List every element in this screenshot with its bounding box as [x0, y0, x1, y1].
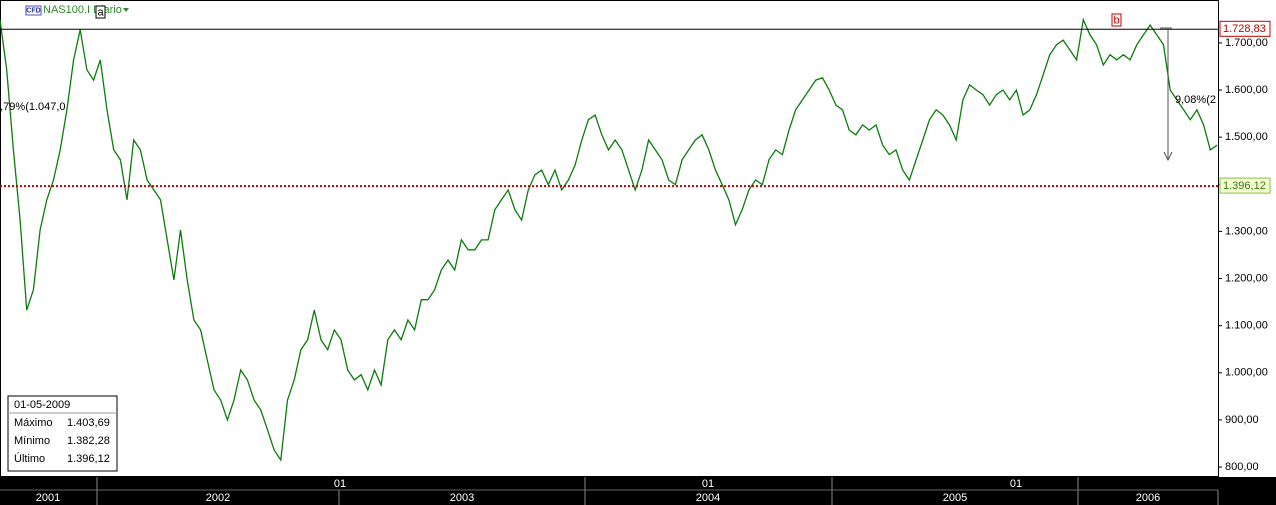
year-label: 2006 — [1136, 492, 1160, 504]
y-tick-label: 1.700,00 — [1225, 37, 1268, 49]
plot-frame — [0, 0, 1219, 477]
level-label: 1.396,12 — [1223, 180, 1266, 192]
month-label: 01 — [334, 478, 346, 490]
price-line — [0, 17, 1218, 462]
info-box-frame — [7, 395, 118, 472]
y-tick-label: 1.500,00 — [1225, 131, 1268, 143]
cfd-badge-box — [25, 5, 42, 16]
wave-label: b — [1113, 14, 1119, 26]
y-tick-label: 1.600,00 — [1225, 84, 1268, 96]
level-label-box — [1219, 20, 1271, 37]
wave-box — [1111, 13, 1122, 27]
y-tick-label: 900,00 — [1225, 414, 1259, 426]
month-label: 01 — [1010, 478, 1022, 490]
info-value: 1.403,69 — [67, 417, 110, 429]
year-label: 2003 — [450, 492, 474, 504]
y-tick-label: 800,00 — [1225, 461, 1259, 473]
year-label: 2001 — [36, 492, 60, 504]
wave-box — [95, 5, 106, 19]
level-label: 1.728,83 — [1223, 23, 1266, 35]
level-label-box — [1219, 177, 1271, 194]
info-value: 1.382,28 — [67, 435, 110, 447]
month-label: 01 — [702, 478, 714, 490]
info-key: Máximo — [14, 417, 53, 429]
wave-label: a — [97, 6, 104, 18]
year-label: 2002 — [206, 492, 230, 504]
y-tick-label: 1.100,00 — [1225, 320, 1268, 332]
info-key: Último — [14, 452, 45, 465]
year-label: 2005 — [943, 492, 967, 504]
percent-label: 9,79%(1.047,0 — [0, 101, 66, 113]
year-label: 2004 — [696, 492, 720, 504]
y-tick-label: 1.300,00 — [1225, 225, 1268, 237]
title-dropdown[interactable] — [123, 8, 129, 12]
cfd-badge: CFD — [26, 7, 40, 14]
y-tick-label: 1.000,00 — [1225, 367, 1268, 379]
y-tick-label: 1.200,00 — [1225, 272, 1268, 284]
info-key: Mínimo — [14, 435, 50, 447]
info-value: 1.396,12 — [67, 453, 110, 465]
info-date: 01-05-2009 — [14, 399, 70, 411]
time-axis — [0, 477, 1276, 505]
percent-label: 9,08%(2 — [1175, 94, 1216, 106]
chart-title: NAS100.I Diario — [43, 4, 122, 16]
info-box: 01-05-2009 Máximo 1.403,69 Mínimo 1.382,28 Úl… — [7, 395, 118, 472]
measure-arrow-head — [1163, 151, 1173, 162]
